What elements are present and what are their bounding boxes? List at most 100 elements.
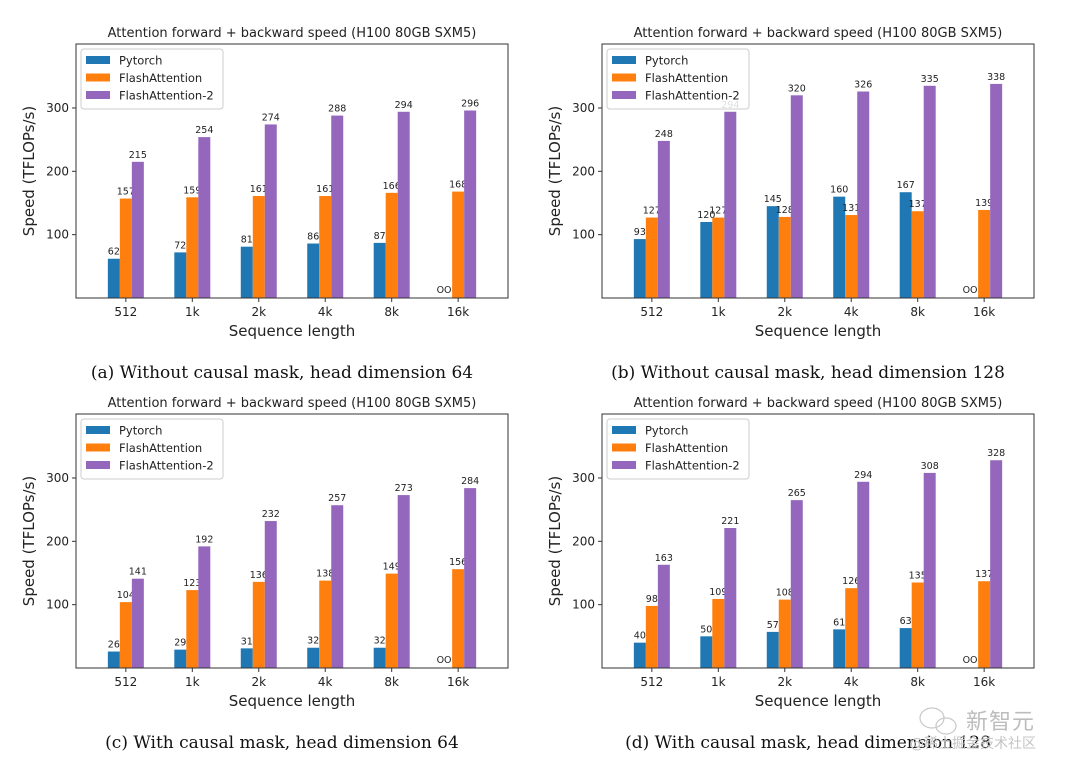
data-label: 32 bbox=[307, 636, 319, 647]
x-tick-label: 8k bbox=[384, 305, 399, 319]
bar-flashattention-2 bbox=[857, 91, 870, 299]
data-label: 335 bbox=[921, 74, 939, 85]
legend-swatch bbox=[612, 426, 636, 434]
x-axis-label: Sequence length bbox=[755, 692, 882, 710]
legend-swatch bbox=[612, 73, 636, 82]
chart-title: Attention forward + backward speed (H100… bbox=[634, 26, 1003, 41]
data-label: 149 bbox=[383, 562, 401, 573]
x-tick-label: 1k bbox=[711, 675, 726, 689]
data-label: 26 bbox=[108, 640, 120, 651]
data-label: 157 bbox=[117, 187, 135, 198]
legend-entry: FlashAttention-2 bbox=[119, 89, 214, 103]
oom-label: OOM bbox=[963, 285, 986, 296]
data-label: 87 bbox=[374, 231, 386, 242]
y-tick-label: 200 bbox=[572, 164, 595, 178]
legend-swatch bbox=[612, 443, 636, 452]
bar-pytorch bbox=[373, 242, 386, 298]
data-label: 167 bbox=[897, 180, 915, 191]
x-tick-label: 512 bbox=[114, 305, 137, 319]
data-label: 248 bbox=[655, 129, 673, 140]
chart-panel-d: Attention forward + backward speed (H100… bbox=[546, 396, 1035, 753]
data-label: 72 bbox=[174, 240, 186, 251]
bar-flashattention bbox=[186, 590, 199, 668]
y-tick-label: 200 bbox=[572, 534, 595, 548]
chart-panel-a: Attention forward + backward speed (H100… bbox=[20, 26, 509, 383]
data-label: 274 bbox=[262, 112, 280, 123]
x-tick-label: 2k bbox=[777, 675, 792, 689]
data-label: 156 bbox=[449, 557, 467, 568]
data-label: 98 bbox=[646, 594, 658, 605]
data-label: 265 bbox=[788, 488, 806, 499]
y-axis-label: Speed (TFLOPs/s) bbox=[20, 476, 38, 606]
bar-flashattention-2 bbox=[331, 505, 344, 668]
bar-flashattention bbox=[645, 217, 658, 298]
x-tick-label: 4k bbox=[844, 305, 859, 319]
bar-flashattention bbox=[712, 217, 725, 298]
bar-flashattention bbox=[452, 569, 465, 668]
x-tick-label: 1k bbox=[185, 675, 200, 689]
data-label: 61 bbox=[833, 617, 845, 628]
bar-flashattention bbox=[911, 211, 924, 298]
data-label: 137 bbox=[975, 569, 993, 580]
bar-flashattention bbox=[452, 191, 465, 298]
bar-pytorch bbox=[700, 221, 713, 298]
bar-flashattention bbox=[319, 196, 332, 298]
data-label: 338 bbox=[987, 72, 1005, 83]
bar-flashattention-2 bbox=[198, 137, 211, 298]
x-tick-label: 1k bbox=[185, 305, 200, 319]
legend: Pytorch FlashAttention FlashAttention-2 bbox=[80, 418, 224, 480]
data-label: 254 bbox=[195, 125, 213, 136]
data-label: 328 bbox=[987, 448, 1005, 459]
x-tick-label: 4k bbox=[318, 305, 333, 319]
legend-entry: Pytorch bbox=[645, 54, 688, 68]
data-label: 159 bbox=[183, 185, 201, 196]
legend-entry: FlashAttention bbox=[119, 71, 202, 85]
bar-flashattention bbox=[778, 216, 791, 298]
x-tick-label: 512 bbox=[640, 675, 663, 689]
bar-flashattention-2 bbox=[131, 161, 144, 298]
legend-entry: FlashAttention-2 bbox=[119, 459, 214, 473]
bar-flashattention-2 bbox=[464, 488, 477, 668]
y-tick-label: 200 bbox=[46, 534, 69, 548]
bar-flashattention-2 bbox=[857, 481, 870, 668]
data-label: 163 bbox=[655, 553, 673, 564]
data-label: 31 bbox=[241, 636, 253, 647]
bar-flashattention-2 bbox=[264, 124, 277, 298]
data-label: 63 bbox=[900, 616, 912, 627]
legend: Pytorch FlashAttention FlashAttention-2 bbox=[80, 48, 224, 110]
data-label: 294 bbox=[854, 470, 872, 481]
data-label: 29 bbox=[174, 638, 186, 649]
bar-flashattention-2 bbox=[198, 546, 211, 668]
data-label: 136 bbox=[250, 570, 268, 581]
legend-box bbox=[80, 418, 224, 480]
legend-swatch bbox=[86, 56, 110, 64]
x-axis-label: Sequence length bbox=[229, 322, 356, 340]
y-tick-label: 300 bbox=[46, 101, 69, 115]
legend-entry: FlashAttention bbox=[645, 441, 728, 455]
bar-pytorch bbox=[240, 246, 253, 298]
bar-pytorch bbox=[833, 196, 846, 298]
x-tick-label: 16k bbox=[447, 305, 469, 319]
data-label: 257 bbox=[328, 493, 346, 504]
bar-flashattention bbox=[252, 581, 265, 668]
data-label: 126 bbox=[842, 576, 860, 587]
bar-flashattention bbox=[319, 580, 332, 668]
data-label: 160 bbox=[830, 185, 848, 196]
x-tick-label: 2k bbox=[777, 305, 792, 319]
legend-box bbox=[606, 418, 750, 480]
bar-flashattention-2 bbox=[990, 460, 1003, 668]
x-tick-label: 512 bbox=[640, 305, 663, 319]
bar-pytorch bbox=[174, 252, 187, 298]
data-label: 127 bbox=[643, 206, 661, 217]
legend-entry: FlashAttention bbox=[645, 71, 728, 85]
data-label: 232 bbox=[262, 509, 280, 520]
oom-label: OOM bbox=[963, 655, 986, 666]
y-tick-label: 100 bbox=[572, 598, 595, 612]
y-axis-label: Speed (TFLOPs/s) bbox=[546, 476, 564, 606]
data-label: 161 bbox=[250, 184, 268, 195]
data-label: 168 bbox=[449, 180, 467, 191]
data-label: 273 bbox=[395, 483, 413, 494]
y-axis-label: Speed (TFLOPs/s) bbox=[20, 106, 38, 236]
legend-swatch bbox=[86, 461, 110, 469]
